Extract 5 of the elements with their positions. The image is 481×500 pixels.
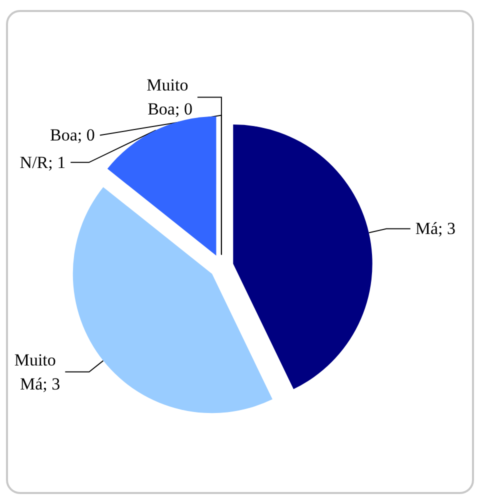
text: Muito Boa; 0 bbox=[146, 76, 192, 119]
data-label: N/R; 1 bbox=[20, 152, 66, 172]
data-label: Má; 3 bbox=[415, 219, 456, 238]
data-label: Muito Má; 3 bbox=[14, 350, 60, 394]
text: Boa; 0 bbox=[50, 126, 95, 145]
